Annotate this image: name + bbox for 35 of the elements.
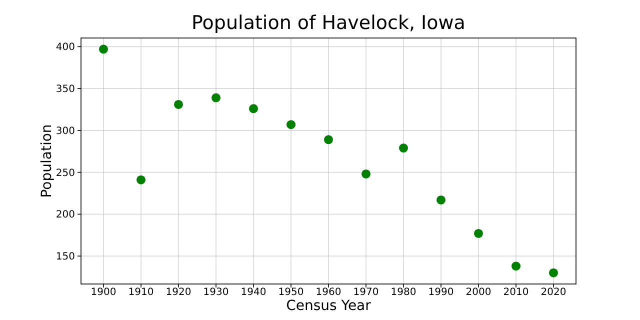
x-tick-label: 1960: [316, 287, 342, 298]
x-tick-label: 1910: [128, 287, 154, 298]
point: [212, 93, 220, 102]
point: [474, 228, 483, 238]
point: [512, 262, 520, 271]
y-tick-label: 250: [56, 168, 75, 179]
x-tick-label: 2020: [540, 287, 566, 298]
x-tick-label: 1970: [353, 287, 379, 298]
point: [174, 100, 183, 109]
point: [286, 120, 296, 130]
x-tick-label: 2010: [503, 287, 529, 298]
point: [436, 195, 446, 204]
point: [99, 44, 108, 54]
point: [362, 169, 370, 178]
x-tick-label: 2000: [466, 287, 492, 298]
point: [549, 268, 558, 278]
point: [324, 135, 333, 144]
x-tick-label: 1990: [428, 287, 454, 298]
y-tick-label: 150: [56, 252, 75, 263]
point: [249, 104, 258, 114]
x-tick-label: 1930: [203, 287, 229, 298]
y-axis-title: Population: [39, 124, 55, 198]
point: [399, 144, 408, 153]
y-tick-label: 200: [56, 210, 75, 221]
point: [136, 175, 146, 184]
x-tick-label: 1900: [90, 287, 116, 298]
y-tick-label: 400: [56, 42, 75, 54]
x-tick-label: 1920: [166, 287, 192, 298]
y-tick-label: 350: [56, 84, 75, 96]
x-tick-label: 1950: [278, 287, 304, 298]
x-tick-label: 1940: [240, 287, 266, 298]
x-tick-label: 1980: [390, 287, 416, 298]
chart-title: Population of Havelock, Iowa: [192, 12, 466, 34]
x-axis-title: Census Year: [286, 298, 372, 314]
y-tick-label: 300: [56, 126, 75, 137]
